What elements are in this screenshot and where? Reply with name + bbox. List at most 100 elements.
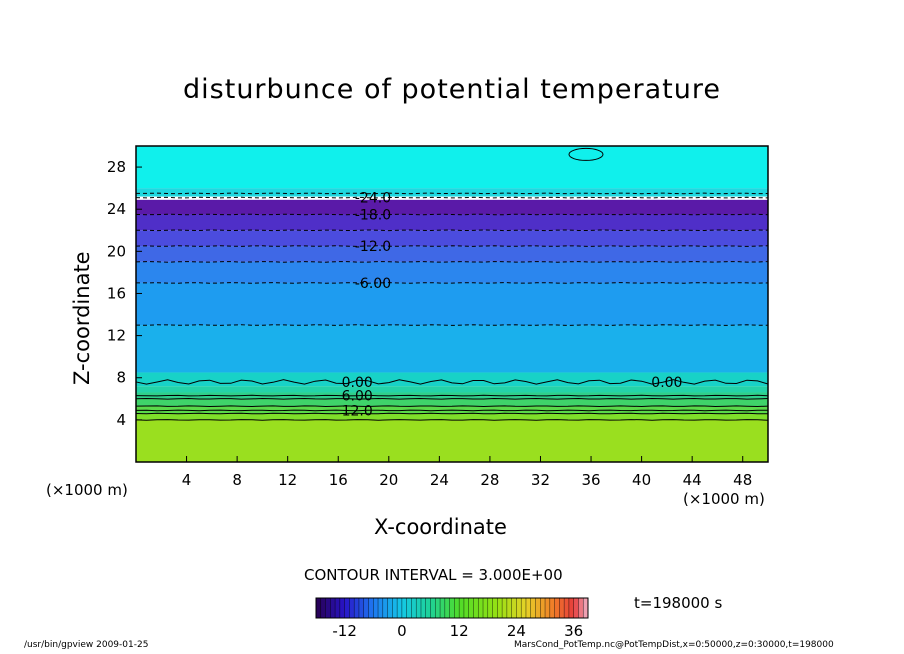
contour-line-11 xyxy=(135,229,769,232)
contour-line-2 xyxy=(135,405,769,408)
band-6 xyxy=(136,372,768,387)
contour-label-6: 0.00 xyxy=(342,375,373,391)
y-tick-label-3: 16 xyxy=(107,284,126,302)
contour-label-13: -24.0 xyxy=(355,191,391,207)
colorbar-swatch-45 xyxy=(530,598,536,618)
band-1 xyxy=(136,413,768,420)
colorbar-swatch-33 xyxy=(473,598,479,618)
colorbar-swatch-9 xyxy=(358,598,365,618)
contour-label-6-b: 0.00 xyxy=(651,375,682,391)
contour-label-5: 6.00 xyxy=(342,389,373,405)
contour-label-12: -18.0 xyxy=(355,207,391,223)
band-13 xyxy=(136,199,768,215)
colorbar-swatch-40 xyxy=(506,598,512,618)
colorbar-tick-1: 0 xyxy=(397,622,407,640)
chart-title: disturbunce of potential temperature xyxy=(183,74,721,105)
band-5 xyxy=(136,386,768,393)
colorbar-swatch-48 xyxy=(545,598,551,618)
contour-line-8 xyxy=(135,282,769,284)
colorbar-swatch-16 xyxy=(392,598,398,618)
band-16 xyxy=(136,146,768,189)
band-3 xyxy=(136,398,768,407)
band-9 xyxy=(136,261,768,283)
colorbar-swatch-31 xyxy=(463,598,470,618)
colorbar-frame xyxy=(315,597,589,619)
colorbar-swatch-11 xyxy=(368,598,374,618)
band-7 xyxy=(136,325,768,373)
colorbar-swatch-50 xyxy=(554,598,560,618)
colorbar-swatch-4 xyxy=(335,598,341,618)
colorbar-swatch-32 xyxy=(468,598,474,618)
y-axis-ticks: 4 8 12 16 20 24 28 xyxy=(107,158,142,429)
contour-line-7 xyxy=(135,324,769,326)
colorbar-swatch-56 xyxy=(583,598,589,618)
contour-line-4 xyxy=(135,409,768,412)
contour-label-8: -6.00 xyxy=(355,276,391,292)
colorbar-swatch-20 xyxy=(411,598,417,618)
colorbar-swatch-55 xyxy=(578,598,584,618)
contour-line-12 xyxy=(135,213,769,216)
x-tick-label-0: 4 xyxy=(182,471,192,489)
x-tick-label-10: 44 xyxy=(683,471,702,489)
x-unit-right: (×1000 m) xyxy=(683,490,765,508)
footer-right: MarsCond_PotTemp.nc@PotTempDist,x=0:5000… xyxy=(514,640,834,650)
band-8 xyxy=(136,282,768,326)
contour-interval-label: CONTOUR INTERVAL = 3.000E+00 xyxy=(304,566,563,584)
x-tick-label-3: 16 xyxy=(329,471,348,489)
closed-contour xyxy=(568,147,604,161)
contour-line-6 xyxy=(135,379,769,385)
y-tick-label-1: 8 xyxy=(116,369,126,387)
colorbar-swatch-14 xyxy=(382,598,388,618)
colorbar-swatch-2 xyxy=(325,598,331,618)
colorbar-swatch-38 xyxy=(497,598,503,618)
colorbar-swatch-10 xyxy=(363,598,369,618)
x-tick-label-2: 12 xyxy=(278,471,297,489)
x-tick-label-4: 20 xyxy=(379,471,398,489)
colorbar-swatch-47 xyxy=(540,598,546,618)
colorbar-swatch-29 xyxy=(454,598,460,618)
colorbar-swatch-7 xyxy=(349,598,355,618)
colorbar-swatch-37 xyxy=(492,598,498,618)
y-tick-label-2: 12 xyxy=(107,327,126,345)
x-tick-label-6: 28 xyxy=(480,471,499,489)
x-tick-label-7: 32 xyxy=(531,471,550,489)
colorbar-swatch-22 xyxy=(420,598,427,618)
x-tick-label-11: 48 xyxy=(733,471,752,489)
colorbar-swatch-46 xyxy=(535,598,541,618)
colorbar-swatch-12 xyxy=(373,598,379,618)
band-12 xyxy=(136,214,768,231)
colorbar-tick-4: 36 xyxy=(564,622,583,640)
colorbar-swatch-6 xyxy=(344,598,350,618)
colorbar-swatch-44 xyxy=(525,598,532,618)
colorbar-swatch-15 xyxy=(387,598,393,618)
colorbar-swatch-42 xyxy=(516,598,522,618)
colorbar-swatch-13 xyxy=(378,598,384,618)
colorbar-tick-0: -12 xyxy=(332,622,357,640)
colorbar-swatch-3 xyxy=(330,598,336,618)
contour-line-5 xyxy=(135,394,769,397)
band-11 xyxy=(136,230,768,247)
colorbar-swatch-5 xyxy=(339,598,345,618)
colorbar-swatch-8 xyxy=(354,598,360,618)
colorbar-swatch-26 xyxy=(440,598,446,618)
x-tick-label-8: 36 xyxy=(581,471,600,489)
colorbar-swatch-49 xyxy=(549,598,555,618)
x-tick-label-9: 40 xyxy=(632,471,651,489)
colorbar-swatch-34 xyxy=(478,598,484,618)
band-10 xyxy=(136,246,768,262)
contour-line-14 xyxy=(136,192,769,195)
colorbar-swatch-24 xyxy=(430,598,436,618)
colorbar: -12 0 12 24 36 xyxy=(315,597,589,640)
colorbar-swatch-39 xyxy=(502,598,508,618)
colorbar-swatch-51 xyxy=(559,598,565,618)
colorbar-swatch-25 xyxy=(435,598,441,618)
x-axis-label: X-coordinate xyxy=(374,515,507,539)
y-tick-label-4: 20 xyxy=(107,242,126,260)
colorbar-tick-3: 24 xyxy=(507,622,526,640)
colorbar-swatch-28 xyxy=(449,598,455,618)
colorbar-swatch-35 xyxy=(483,598,489,618)
footer-left: /usr/bin/gpview 2009-01-25 xyxy=(24,640,149,650)
time-label: t=198000 s xyxy=(634,594,723,612)
colorbar-tick-2: 12 xyxy=(450,622,469,640)
y-tick-label-5: 24 xyxy=(107,200,126,218)
